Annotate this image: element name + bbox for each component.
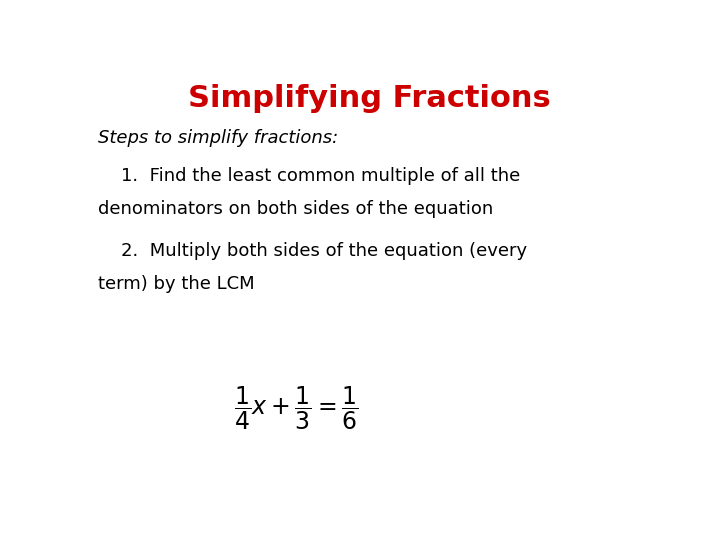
Text: denominators on both sides of the equation: denominators on both sides of the equati… — [99, 200, 494, 218]
Text: $\dfrac{1}{4}x + \dfrac{1}{3} = \dfrac{1}{6}$: $\dfrac{1}{4}x + \dfrac{1}{3} = \dfrac{1… — [234, 384, 359, 431]
Text: Steps to simplify fractions:: Steps to simplify fractions: — [99, 129, 338, 147]
Text: term) by the LCM: term) by the LCM — [99, 275, 255, 293]
Text: 1.  Find the least common multiple of all the: 1. Find the least common multiple of all… — [121, 167, 520, 185]
Text: 2.  Multiply both sides of the equation (every: 2. Multiply both sides of the equation (… — [121, 241, 527, 260]
Text: Simplifying Fractions: Simplifying Fractions — [188, 84, 550, 112]
